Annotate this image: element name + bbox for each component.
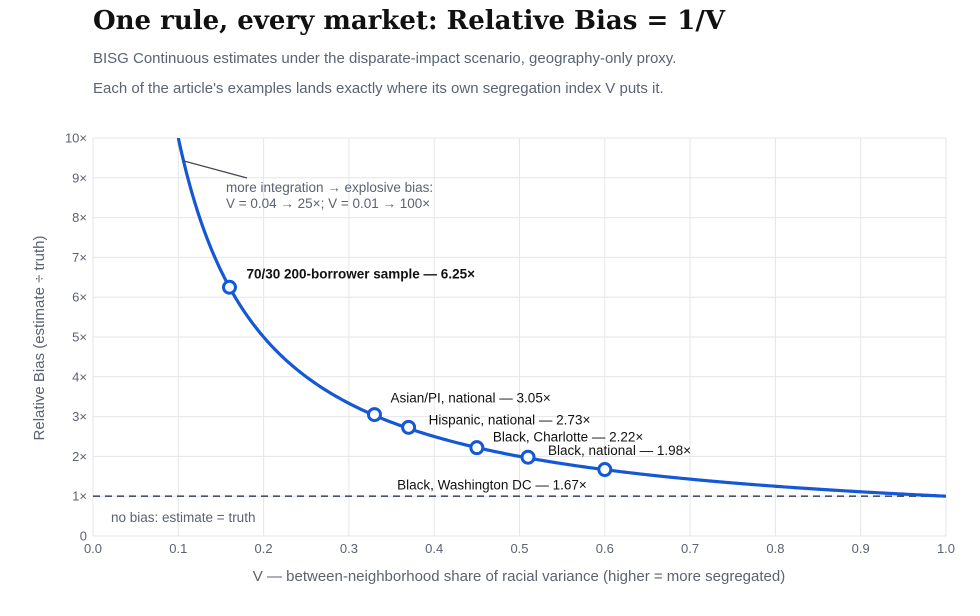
annotation-line-1: more integration → explosive bias: <box>226 180 433 195</box>
x-tick-label: 0.2 <box>255 541 273 556</box>
data-point <box>401 419 417 435</box>
y-tick-label: 10× <box>65 131 87 146</box>
x-axis-ticks: 0.0 0.1 0.2 0.3 0.4 0.5 0.6 0.7 0.8 0.9 1.0 <box>84 541 955 556</box>
x-axis-label: V — between-neighborhood share of racial… <box>253 568 785 585</box>
x-tick-label: 0.8 <box>766 541 784 556</box>
x-tick-label: 1.0 <box>937 541 955 556</box>
annotation-line-2: V = 0.04 → 25×; V = 0.01 → 100× <box>226 196 430 211</box>
y-tick-label: 7× <box>72 250 87 265</box>
y-axis-ticks: 0 1× 2× 3× 4× 5× 6× 7× 8× 9× 10× <box>65 131 87 544</box>
y-tick-label: 1× <box>72 489 87 504</box>
bias-curve <box>176 138 946 498</box>
data-point <box>221 279 237 295</box>
data-point <box>366 407 382 423</box>
chart-title: One rule, every market: Relative Bias = … <box>93 6 726 36</box>
grid-lines <box>92 137 947 537</box>
y-tick-label: 5× <box>72 330 87 345</box>
x-tick-label: 0.3 <box>340 541 358 556</box>
y-tick-label: 6× <box>72 290 87 305</box>
data-point <box>469 440 485 456</box>
y-tick-label: 0 <box>80 529 87 544</box>
x-tick-label: 0.9 <box>852 541 870 556</box>
annotation-leader <box>183 160 248 179</box>
y-tick-label: 9× <box>72 170 87 185</box>
x-tick-label: 0.1 <box>169 541 187 556</box>
x-tick-label: 0.5 <box>510 541 528 556</box>
chart-subtitle: BISG Continuous estimates under the disp… <box>93 50 677 67</box>
data-point <box>520 449 536 465</box>
x-tick-label: 0.0 <box>84 541 102 556</box>
data-point-label: Hispanic, national — 2.73× <box>429 412 591 427</box>
integration-annotation: more integration → explosive bias:V = 0.… <box>183 160 433 211</box>
y-axis-label: Relative Bias (estimate ÷ truth) <box>31 236 48 441</box>
relative-bias-curve <box>176 138 946 498</box>
data-point-label: Black, national — 1.98× <box>548 443 691 458</box>
y-tick-label: 8× <box>72 210 87 225</box>
data-point-label: Asian/PI, national — 3.05× <box>390 391 550 406</box>
y-tick-label: 2× <box>72 449 87 464</box>
chart-subtitle-2: Each of the article's examples lands exa… <box>93 80 664 97</box>
x-tick-label: 0.6 <box>596 541 614 556</box>
data-point-label: Black, Washington DC — 1.67× <box>397 478 587 493</box>
no-bias-label: no bias: estimate = truth <box>111 510 255 525</box>
x-tick-label: 0.4 <box>425 541 443 556</box>
x-tick-label: 0.7 <box>681 541 699 556</box>
no-bias-reference: no bias: estimate = truth <box>93 495 946 525</box>
y-tick-label: 3× <box>72 409 87 424</box>
data-point-label: Black, Charlotte — 2.22× <box>493 430 643 445</box>
y-tick-label: 4× <box>72 369 87 384</box>
data-point <box>597 462 613 478</box>
example-points: 70/30 200-borrower sample — 6.25× Asian/P… <box>221 266 691 493</box>
data-point-label: 70/30 200-borrower sample — 6.25× <box>246 266 475 281</box>
